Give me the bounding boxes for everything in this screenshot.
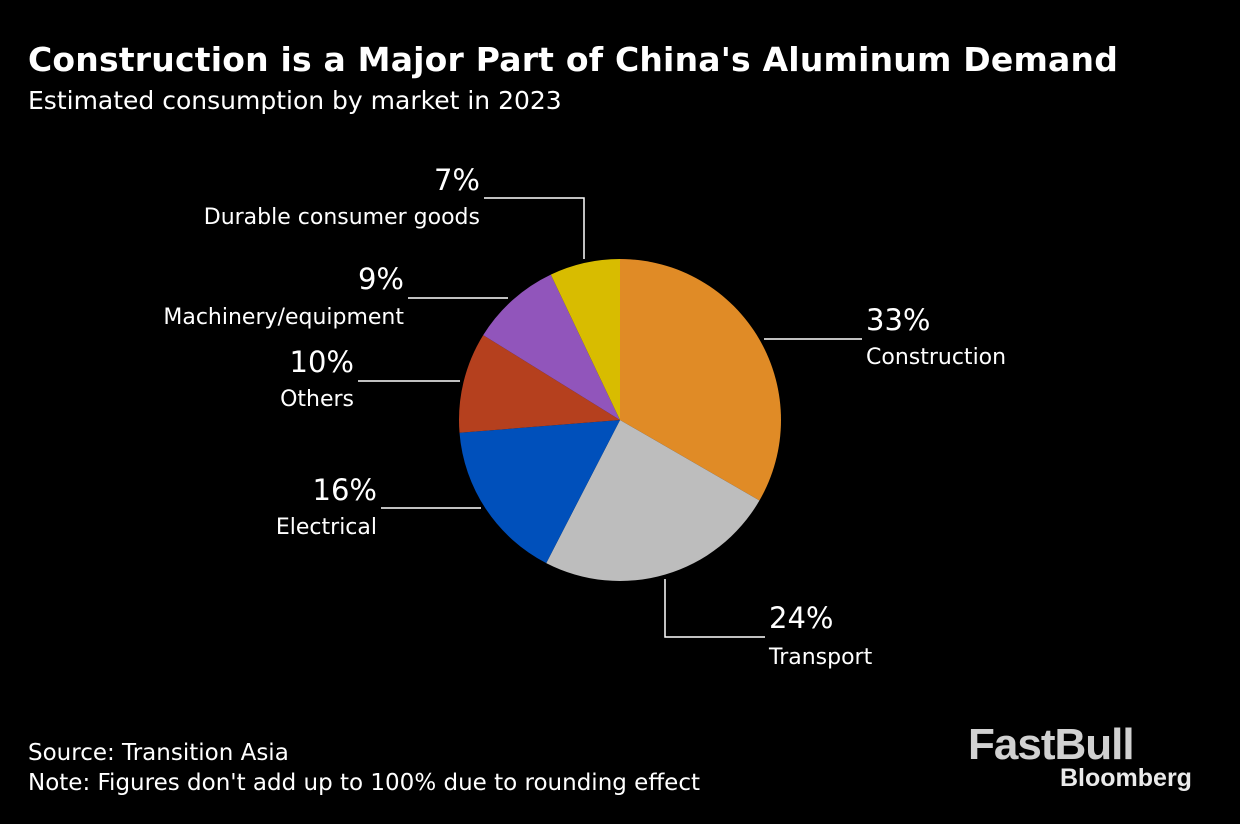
slice-category-label-transport: Transport [768, 645, 873, 670]
bloomberg-logo: Bloomberg [1060, 764, 1192, 792]
slice-category-label-others: Others [280, 387, 354, 412]
slice-value-label-transport: 24% [769, 601, 833, 635]
slice-value-label-construction: 33% [866, 303, 930, 337]
leader-line-durable-consumer-goods [484, 197, 585, 259]
pie-slice-construction [620, 259, 781, 501]
footnote: Note: Figures don't add up to 100% due t… [28, 770, 700, 796]
pie-slice-transport [546, 420, 760, 581]
pie-slice-durable-consumer-goods [550, 259, 620, 420]
chart-title: Construction is a Major Part of China's … [28, 40, 1119, 79]
slice-value-label-machinery-equipment: 9% [358, 262, 404, 296]
pie-slices [459, 259, 781, 581]
fastbull-logo: FastBull [968, 720, 1135, 769]
pie-slice-others [459, 335, 620, 433]
slice-value-label-durable-consumer-goods: 7% [434, 163, 480, 197]
slice-value-label-electrical: 16% [313, 473, 377, 507]
slice-category-label-construction: Construction [866, 345, 1006, 370]
slice-category-label-electrical: Electrical [276, 515, 377, 540]
slice-labels: 33% Construction 24% Transport 16% Electrical… [163, 163, 1006, 670]
pie-slice-machinery-equipment [483, 274, 620, 420]
chart-footer: Source: Transition Asia Note: Figures do… [28, 738, 700, 798]
chart-subtitle: Estimated consumption by market in 2023 [28, 86, 562, 115]
leader-line-transport [664, 579, 765, 638]
watermark-logo: FastBull Bloomberg [968, 720, 1204, 800]
leader-lines [358, 197, 862, 638]
slice-category-label-machinery-equipment: Machinery/equipment [163, 305, 404, 330]
pie-slice-electrical [459, 420, 620, 564]
slice-category-label-durable-consumer-goods: Durable consumer goods [204, 205, 480, 230]
slice-value-label-others: 10% [290, 345, 354, 379]
source-note: Source: Transition Asia [28, 740, 289, 766]
